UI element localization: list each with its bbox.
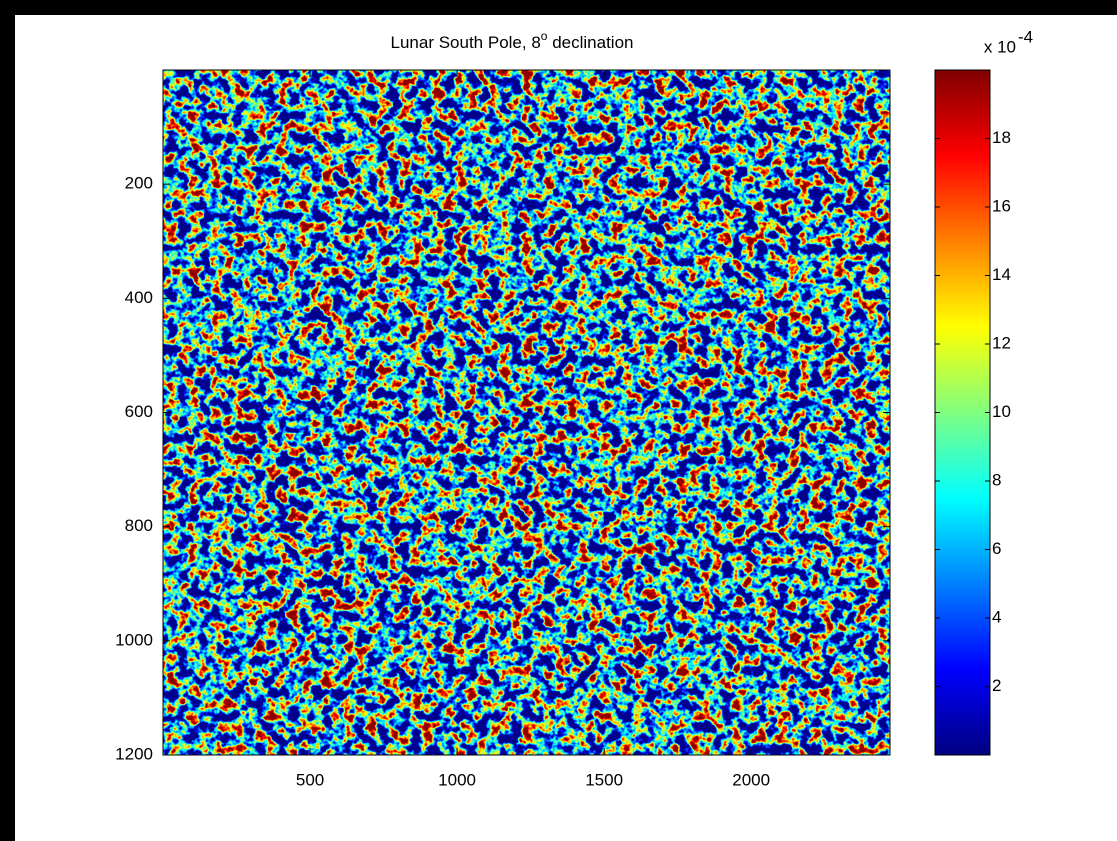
colorbar-tick-label: 8 bbox=[992, 470, 1001, 489]
colorbar bbox=[934, 69, 991, 756]
y-tick-label: 800 bbox=[125, 516, 153, 535]
chart-title: Lunar South Pole, 8o declination bbox=[391, 29, 634, 52]
y-tick-label: 1200 bbox=[115, 744, 153, 763]
title-suffix: declination bbox=[547, 33, 633, 52]
colorbar-tick-label: 4 bbox=[992, 607, 1001, 626]
title-main: Lunar South Pole, 8 bbox=[391, 33, 541, 52]
colorbar-tick-label: 6 bbox=[992, 539, 1001, 558]
colorbar-tick-label: 18 bbox=[992, 128, 1011, 147]
colorbar-tick-label: 12 bbox=[992, 333, 1011, 352]
y-tick-label: 200 bbox=[125, 174, 153, 193]
y-tick-label: 400 bbox=[125, 288, 153, 307]
colorbar-multiplier: x 10 bbox=[984, 37, 1016, 56]
image-texture bbox=[163, 70, 890, 755]
colorbar-tick-label: 2 bbox=[992, 676, 1001, 695]
colorbar-tick-label: 14 bbox=[992, 265, 1011, 284]
colorbar-tick-label: 16 bbox=[992, 196, 1011, 215]
y-tick-label: 600 bbox=[125, 402, 153, 421]
colorbar-tick-label: 10 bbox=[992, 402, 1011, 421]
x-tick-label: 2000 bbox=[732, 770, 770, 789]
title-superscript: o bbox=[541, 29, 548, 43]
window-edge bbox=[0, 0, 15, 841]
x-tick-label: 1000 bbox=[438, 770, 476, 789]
colorbar-exponent: -4 bbox=[1018, 27, 1033, 46]
y-tick-label: 1000 bbox=[115, 630, 153, 649]
x-tick-label: 1500 bbox=[585, 770, 623, 789]
window-edge bbox=[0, 0, 1117, 15]
x-tick-label: 500 bbox=[296, 770, 324, 789]
